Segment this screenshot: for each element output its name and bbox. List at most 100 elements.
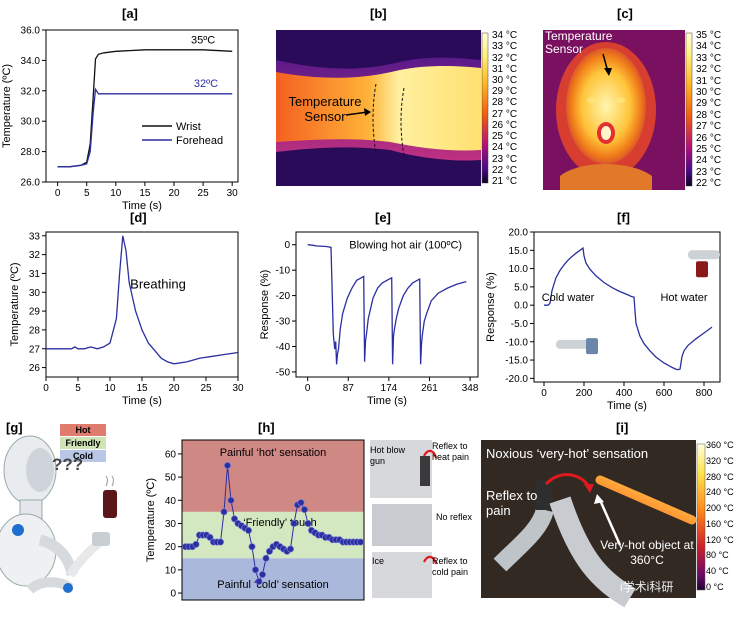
- y-tick-label: 33: [29, 231, 41, 242]
- data-point: [227, 496, 235, 504]
- panel-label-a: [a]: [122, 6, 138, 21]
- colorbar-tick-label: 31 °C: [696, 75, 722, 87]
- panel-label-d: [d]: [130, 210, 147, 225]
- y-tick-label: 30: [29, 288, 41, 299]
- h-photo-label: Reflex to heat pain: [432, 441, 470, 462]
- y-tick-label: 29: [29, 307, 41, 318]
- data-point: [252, 566, 260, 574]
- colorbar-tick-label: 27 °C: [492, 108, 518, 120]
- g-legend-label: Hot: [75, 425, 91, 435]
- chart-f: 0 200 400 600 800 20.0 15.0 10.0 5.0 0.0 -5.0 -10.0…: [485, 228, 721, 412]
- i-object: Very-hot object at 360°C: [600, 538, 694, 567]
- x-tick-label: 200: [576, 388, 593, 399]
- data-point: [217, 538, 225, 546]
- data-point: [248, 543, 256, 551]
- data-point: [258, 570, 266, 578]
- y-tick-label: 60: [165, 449, 177, 460]
- y-tick-label: 26.0: [21, 178, 41, 189]
- x-tick-label: 20: [168, 188, 180, 199]
- cup-cold-icon: [586, 338, 598, 355]
- data-point: [286, 545, 294, 553]
- panel-label-b: [b]: [370, 6, 387, 21]
- colorbar-tick-label: 24 °C: [492, 142, 518, 154]
- y-tick-label: -10.0: [505, 337, 528, 348]
- plot-frame: [45, 29, 239, 183]
- x-tick-label: 15: [136, 383, 148, 394]
- x-tick-label: 25: [198, 188, 210, 199]
- y-tick-label: 0: [284, 240, 290, 251]
- plot-frame: [45, 231, 239, 378]
- x-tick-label: 800: [696, 388, 713, 399]
- colorbar-b: [481, 32, 489, 184]
- colorbar-tick-label: 23 °C: [696, 166, 722, 178]
- y-tick-label: 27: [29, 344, 41, 355]
- y-tick-label: 15.0: [509, 246, 529, 257]
- hand-hot-icon: [688, 250, 720, 260]
- colorbar-tick-label: 160 °C: [706, 518, 734, 529]
- h-photo-label: No reflex: [436, 512, 473, 522]
- colorbar-tick-label: 200 °C: [706, 503, 734, 514]
- plot-frame: [181, 439, 365, 601]
- y-tick-label: 36.0: [21, 26, 41, 37]
- y-axis-label: Response (%): [259, 270, 271, 340]
- colorbar-tick-label: 29 °C: [492, 86, 518, 98]
- y-tick-label: 26: [29, 363, 41, 374]
- y-tick-label: -20.0: [505, 374, 528, 385]
- panel-label-e: [e]: [375, 210, 391, 225]
- colorbar-tick-label: 0 °C: [706, 582, 724, 592]
- x-axis-label: Time (s): [367, 395, 407, 407]
- watermark: i学术i科研: [620, 580, 674, 594]
- data-point: [262, 554, 270, 562]
- y-tick-label: 20.0: [509, 228, 529, 239]
- y-tick-label: 28.0: [21, 147, 41, 158]
- h-photos: [370, 440, 438, 598]
- colorbar-tick-label: 27 °C: [696, 121, 722, 133]
- panel-label-c: [c]: [617, 6, 633, 21]
- colorbar-tick-label: 25 °C: [492, 131, 518, 143]
- x-tick-label: 5: [84, 188, 90, 199]
- y-tick-label: -20: [276, 291, 291, 302]
- data-point: [297, 499, 305, 507]
- x-tick-label: 174: [381, 383, 398, 394]
- data-point: [265, 547, 273, 555]
- g-legend: [60, 424, 106, 462]
- x-tick-label: 10: [110, 188, 122, 199]
- colorbar-tick-label: 28 °C: [696, 109, 722, 121]
- band-label: ‘Friendly’ touch: [243, 517, 317, 529]
- y-axis-label: Temperature (ºC): [145, 478, 157, 562]
- colorbar-tick-label: 360 °C: [706, 440, 734, 450]
- y-tick-label: -5.0: [511, 319, 529, 330]
- y-tick-label: 10.0: [509, 264, 529, 275]
- i-title: Noxious ‘very-hot’ sensation: [486, 446, 649, 461]
- chart-a: 0 5 10 15 20 25 30 26.0 28.0 30.0 32.0 34.0 36.0 Time…: [1, 26, 239, 212]
- x-tick-label: 261: [421, 383, 438, 394]
- data-point: [206, 533, 214, 541]
- colorbar-tick-label: 22 °C: [492, 164, 518, 176]
- y-tick-label: 30: [165, 519, 177, 530]
- y-axis-label: Temperature (ºC): [1, 64, 13, 148]
- legend-label: Forehead: [176, 135, 223, 147]
- robot-illustration: [0, 435, 117, 594]
- colorbar-tick-label: 280 °C: [706, 471, 734, 482]
- y-tick-label: 50: [165, 473, 177, 484]
- y-axis-label: Response (%): [485, 272, 497, 342]
- colorbar-tick-label: 120 °C: [706, 534, 734, 545]
- data-point: [300, 506, 308, 514]
- y-tick-label: 31: [29, 269, 41, 280]
- colorbar-tick-label: 25 °C: [696, 143, 722, 155]
- annotation-breathing: Breathing: [130, 276, 186, 291]
- colorbar-tick-label: 21 °C: [492, 176, 518, 187]
- colorbar-tick-label: 26 °C: [696, 132, 722, 144]
- x-tick-label: 30: [232, 383, 244, 394]
- y-tick-label: 0.0: [514, 301, 528, 312]
- colorbar-c: [685, 32, 693, 187]
- x-axis-label: Time (s): [607, 400, 647, 412]
- colorbar-tick-label: 32 °C: [492, 52, 518, 64]
- chart-h: Painful ‘hot’ sensation ‘Friendly’ touch P…: [145, 439, 365, 601]
- panel-label-f: [f]: [617, 210, 630, 225]
- x-tick-label: 0: [55, 188, 61, 199]
- colorbar-tick-label: 31 °C: [492, 63, 518, 75]
- y-tick-label: -15.0: [505, 356, 528, 367]
- series-line-1: [57, 87, 233, 168]
